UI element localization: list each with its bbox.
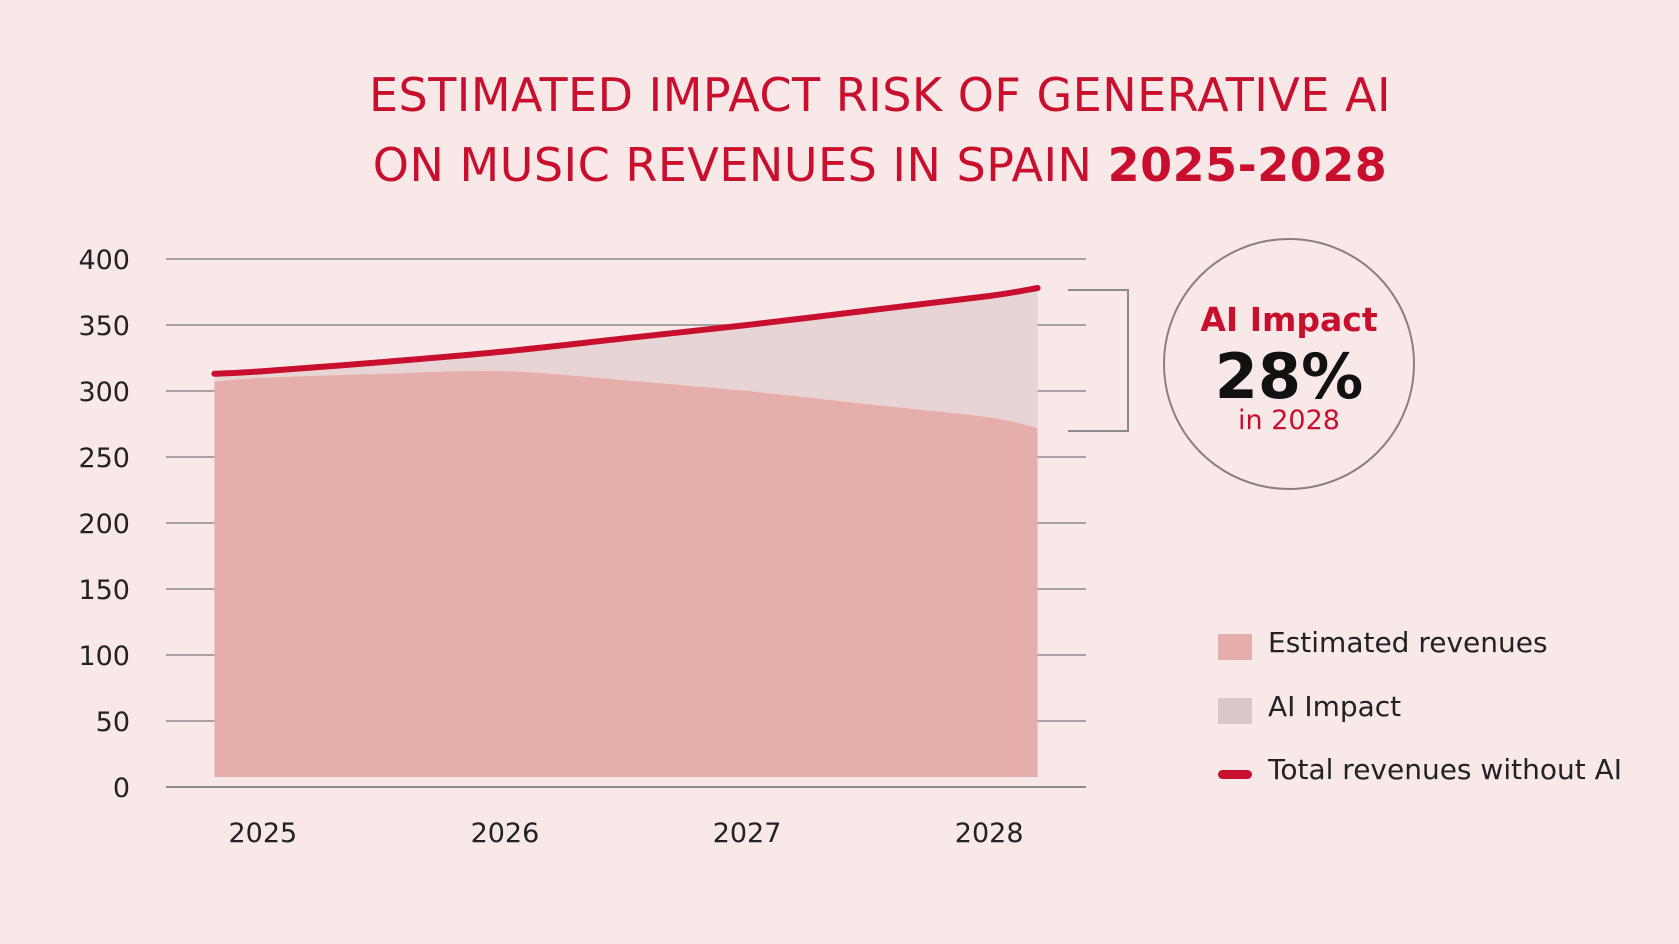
y-tick-label-400: 400 [78,245,130,276]
area-layer [214,288,1038,777]
y-tick-label-350: 350 [78,311,130,342]
legend-swatch-total-revenues [1218,770,1252,779]
legend-label-total-revenues: Total revenues without AI [1268,753,1622,786]
area-estimated-revenues [214,370,1038,777]
callout-year: in 2028 [1238,405,1340,436]
line-layer [211,285,1041,377]
callout-value: 28% [1214,340,1364,413]
y-axis-ticks: 0 50 100 150 200 250 300 350 400 [78,245,130,804]
y-tick-label-150: 150 [78,575,130,606]
area-ai-impact [214,288,1038,428]
legend-swatch-ai-impact [1218,698,1252,724]
chart-title-line-1: ESTIMATED IMPACT RISK OF GENERATIVE AI [368,68,1392,122]
x-tick-label-2027: 2027 [713,818,782,849]
callout-label: AI Impact [1200,300,1378,339]
y-tick-label-0: 0 [113,773,130,804]
y-tick-label-250: 250 [78,443,130,474]
chart-title: ESTIMATED IMPACT RISK OF GENERATIVE AI O… [0,60,1679,200]
ai-impact-callout: AI Impact 28% in 2028 [1163,238,1415,490]
x-tick-label-2026: 2026 [471,818,540,849]
x-axis-ticks: 2025 2026 2027 2028 [228,818,1023,849]
impact-bracket [1068,289,1129,432]
y-tick-label-300: 300 [78,377,130,408]
y-tick-label-100: 100 [78,641,130,672]
chart-title-line-2-text: ON MUSIC REVENUES IN SPAIN [372,138,1108,192]
x-tick-label-2028: 2028 [955,818,1024,849]
legend-label-estimated-revenues: Estimated revenues [1268,626,1548,659]
legend-label-ai-impact: AI Impact [1268,690,1402,723]
chart-title-years: 2025-2028 [1107,138,1388,192]
x-tick-label-2025: 2025 [228,818,297,849]
legend-swatch-estimated-revenues [1218,634,1252,660]
y-tick-label-200: 200 [78,509,130,540]
line-total-revenues-without-ai [211,285,1041,377]
chart-title-line-2: ON MUSIC REVENUES IN SPAIN 2025-2028 [0,130,1679,200]
y-tick-label-50: 50 [96,707,130,738]
